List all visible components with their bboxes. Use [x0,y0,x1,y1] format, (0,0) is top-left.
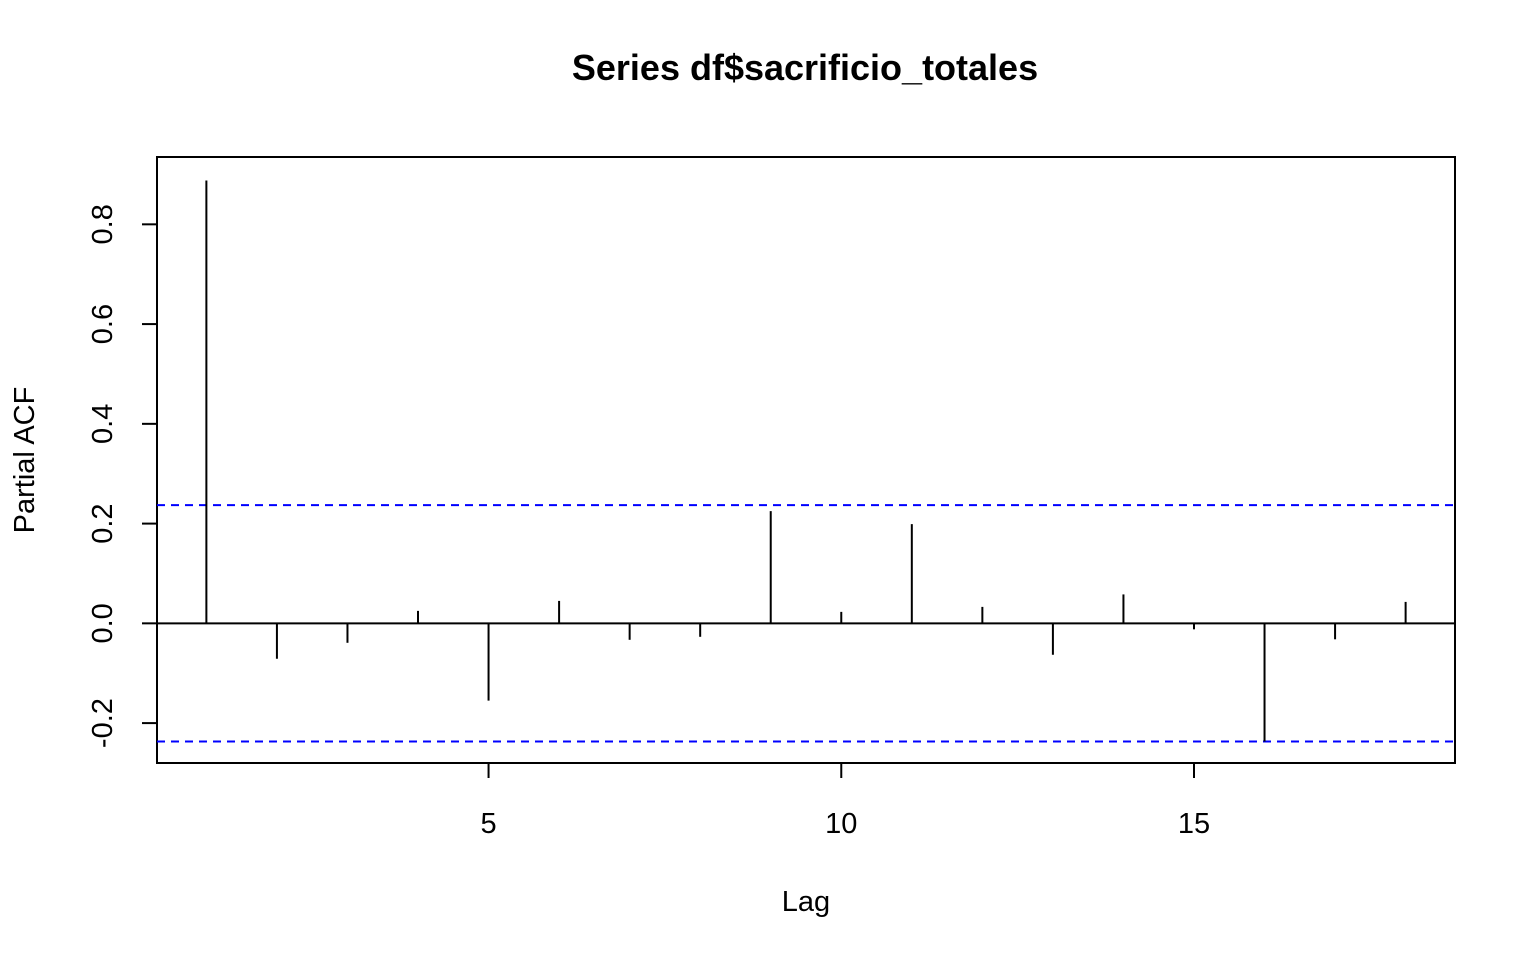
y-axis: -0.2 0.0 0.2 0.4 0.6 0.8 [87,204,157,748]
x-axis: 5 10 15 [480,763,1210,840]
pacf-bars [157,180,1455,742]
plot-frame [156,156,1456,764]
x-tick-label: 15 [1178,808,1210,840]
y-tick-label: 0.0 [87,603,119,643]
y-axis-label: Partial ACF [9,387,41,534]
x-tick-label: 10 [825,808,857,840]
y-tick-label: 0.4 [87,404,119,444]
y-tick-label: 0.2 [87,503,119,543]
confidence-lines [157,504,1455,743]
x-tick-label: 5 [480,808,496,840]
x-axis-label: Lag [782,886,830,918]
y-tick-label: 0.8 [87,204,119,244]
chart-title: Series df$sacrificio_totales [572,47,1038,88]
y-tick-label: -0.2 [87,698,119,748]
y-tick-label: 0.6 [87,304,119,344]
